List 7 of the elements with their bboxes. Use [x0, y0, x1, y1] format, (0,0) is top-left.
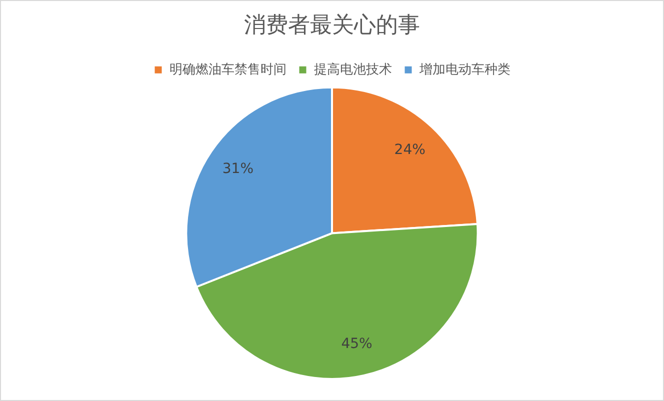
data-label: 24% [394, 142, 426, 158]
legend-label: 增加电动车种类 [418, 62, 510, 78]
legend-label: 提高电池技术 [314, 61, 392, 78]
chart-title: 消费者最关心的事 [244, 12, 420, 38]
data-label: 45% [341, 336, 372, 352]
legend-label: 明确燃油车禁售时间 [169, 62, 286, 78]
data-label: 31% [222, 160, 254, 177]
